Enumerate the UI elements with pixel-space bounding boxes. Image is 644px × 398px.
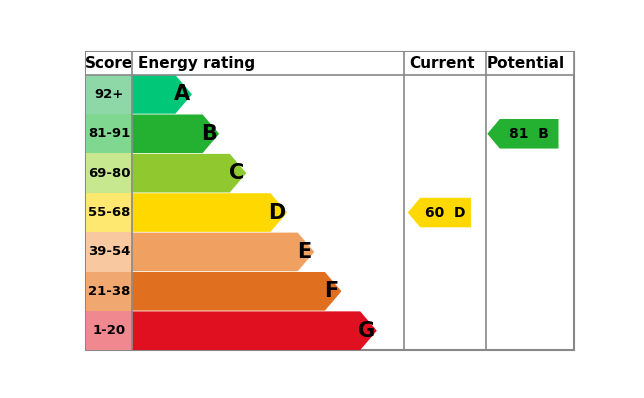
Bar <box>86 114 132 154</box>
Text: E: E <box>298 242 312 262</box>
Polygon shape <box>408 198 471 227</box>
Text: 81-91: 81-91 <box>88 127 130 140</box>
Text: G: G <box>358 321 375 341</box>
Text: 1-20: 1-20 <box>93 324 126 337</box>
Polygon shape <box>132 311 377 350</box>
Text: D: D <box>269 203 286 222</box>
Polygon shape <box>132 154 246 193</box>
Polygon shape <box>132 193 287 232</box>
Text: Score: Score <box>85 56 133 71</box>
Bar <box>86 75 132 114</box>
Bar <box>86 232 132 271</box>
Bar <box>86 154 132 193</box>
Text: F: F <box>325 281 339 301</box>
Text: Energy rating: Energy rating <box>138 56 256 71</box>
Polygon shape <box>132 115 219 153</box>
Text: 39-54: 39-54 <box>88 246 130 258</box>
Bar <box>86 271 132 311</box>
Text: 21-38: 21-38 <box>88 285 130 298</box>
Text: 60  D: 60 D <box>425 205 466 220</box>
Bar <box>86 52 574 75</box>
Text: A: A <box>174 84 190 104</box>
Text: C: C <box>229 163 244 183</box>
Bar <box>86 311 132 350</box>
Text: B: B <box>202 124 217 144</box>
Polygon shape <box>132 75 192 114</box>
Text: 81  B: 81 B <box>509 127 549 141</box>
Text: Potential: Potential <box>487 56 565 71</box>
Text: 92+: 92+ <box>95 88 124 101</box>
Text: Current: Current <box>410 56 475 71</box>
Text: 55-68: 55-68 <box>88 206 130 219</box>
Polygon shape <box>488 119 558 148</box>
Polygon shape <box>132 232 314 271</box>
Bar <box>86 193 132 232</box>
Text: 69-80: 69-80 <box>88 167 130 179</box>
Polygon shape <box>132 272 341 310</box>
